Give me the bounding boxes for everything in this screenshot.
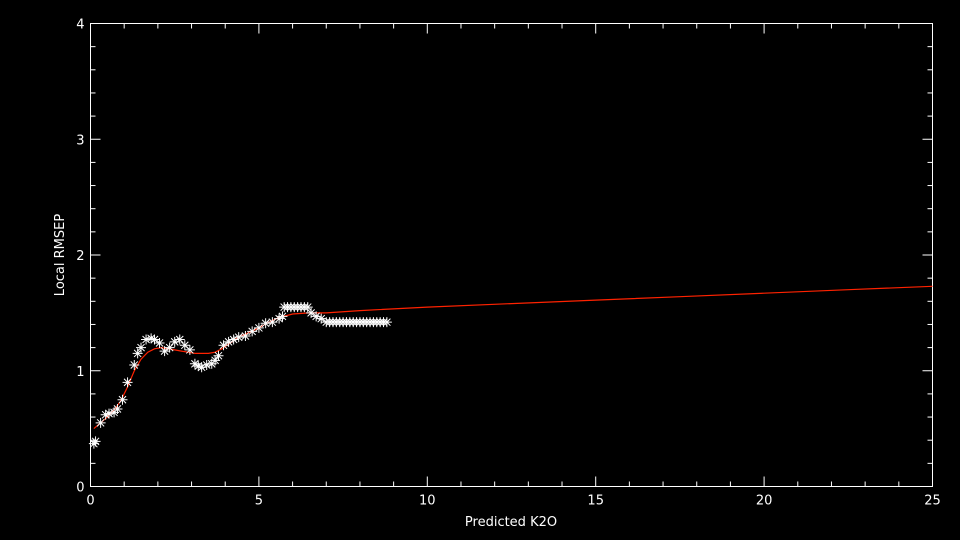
data-point (302, 302, 313, 313)
x-tick-label: 15 (587, 494, 604, 509)
data-point (132, 348, 143, 359)
data-point (90, 436, 101, 447)
data-point (260, 318, 271, 329)
data-point (277, 311, 288, 322)
data-point (159, 346, 170, 357)
data-point (149, 334, 160, 345)
data-point (136, 342, 147, 353)
x-tick-label: 20 (756, 494, 773, 509)
data-point (154, 337, 165, 348)
data-point (274, 313, 285, 324)
data-point (218, 340, 229, 351)
data-point (247, 326, 258, 337)
data-point (253, 322, 264, 333)
x-tick-label: 10 (419, 494, 436, 509)
data-point (311, 311, 322, 322)
y-tick-label: 4 (76, 18, 84, 33)
x-axis-label: Predicted K2O (465, 515, 557, 530)
data-point (193, 361, 204, 372)
y-tick-label: 1 (76, 365, 84, 380)
data-point (122, 377, 133, 388)
data-point (196, 362, 207, 373)
data-point (146, 333, 157, 344)
x-tick-label: 0 (86, 494, 94, 509)
y-tick-label: 3 (76, 133, 84, 148)
x-tick-label: 25 (924, 494, 941, 509)
data-point (179, 340, 190, 351)
data-point (201, 359, 212, 370)
axis-ticks (90, 23, 933, 487)
data-point (117, 394, 128, 405)
data-point (164, 342, 175, 353)
data-point (184, 344, 195, 355)
data-point (267, 317, 278, 328)
data-point (210, 355, 221, 366)
data-point (169, 336, 180, 347)
y-axis-label: Local RMSEP (53, 214, 68, 297)
data-point (189, 358, 200, 369)
data-point (174, 334, 185, 345)
x-tick-label: 5 (255, 494, 263, 509)
data-point (233, 332, 244, 343)
data-points-layer (88, 302, 392, 449)
data-point (129, 359, 140, 370)
data-point (306, 307, 317, 318)
data-point (213, 350, 224, 361)
tick-labels: 0 5 10 15 20 25 0 1 2 3 4 (76, 18, 941, 509)
data-point (228, 334, 239, 345)
data-point (141, 334, 152, 345)
data-point (240, 331, 251, 342)
data-point (223, 336, 234, 347)
y-tick-label: 0 (76, 481, 84, 496)
data-point (95, 417, 106, 428)
data-point (100, 409, 111, 420)
data-point (381, 317, 392, 328)
y-tick-label: 2 (76, 249, 84, 264)
data-point (316, 313, 327, 324)
data-point (112, 403, 123, 414)
data-point (104, 408, 115, 419)
